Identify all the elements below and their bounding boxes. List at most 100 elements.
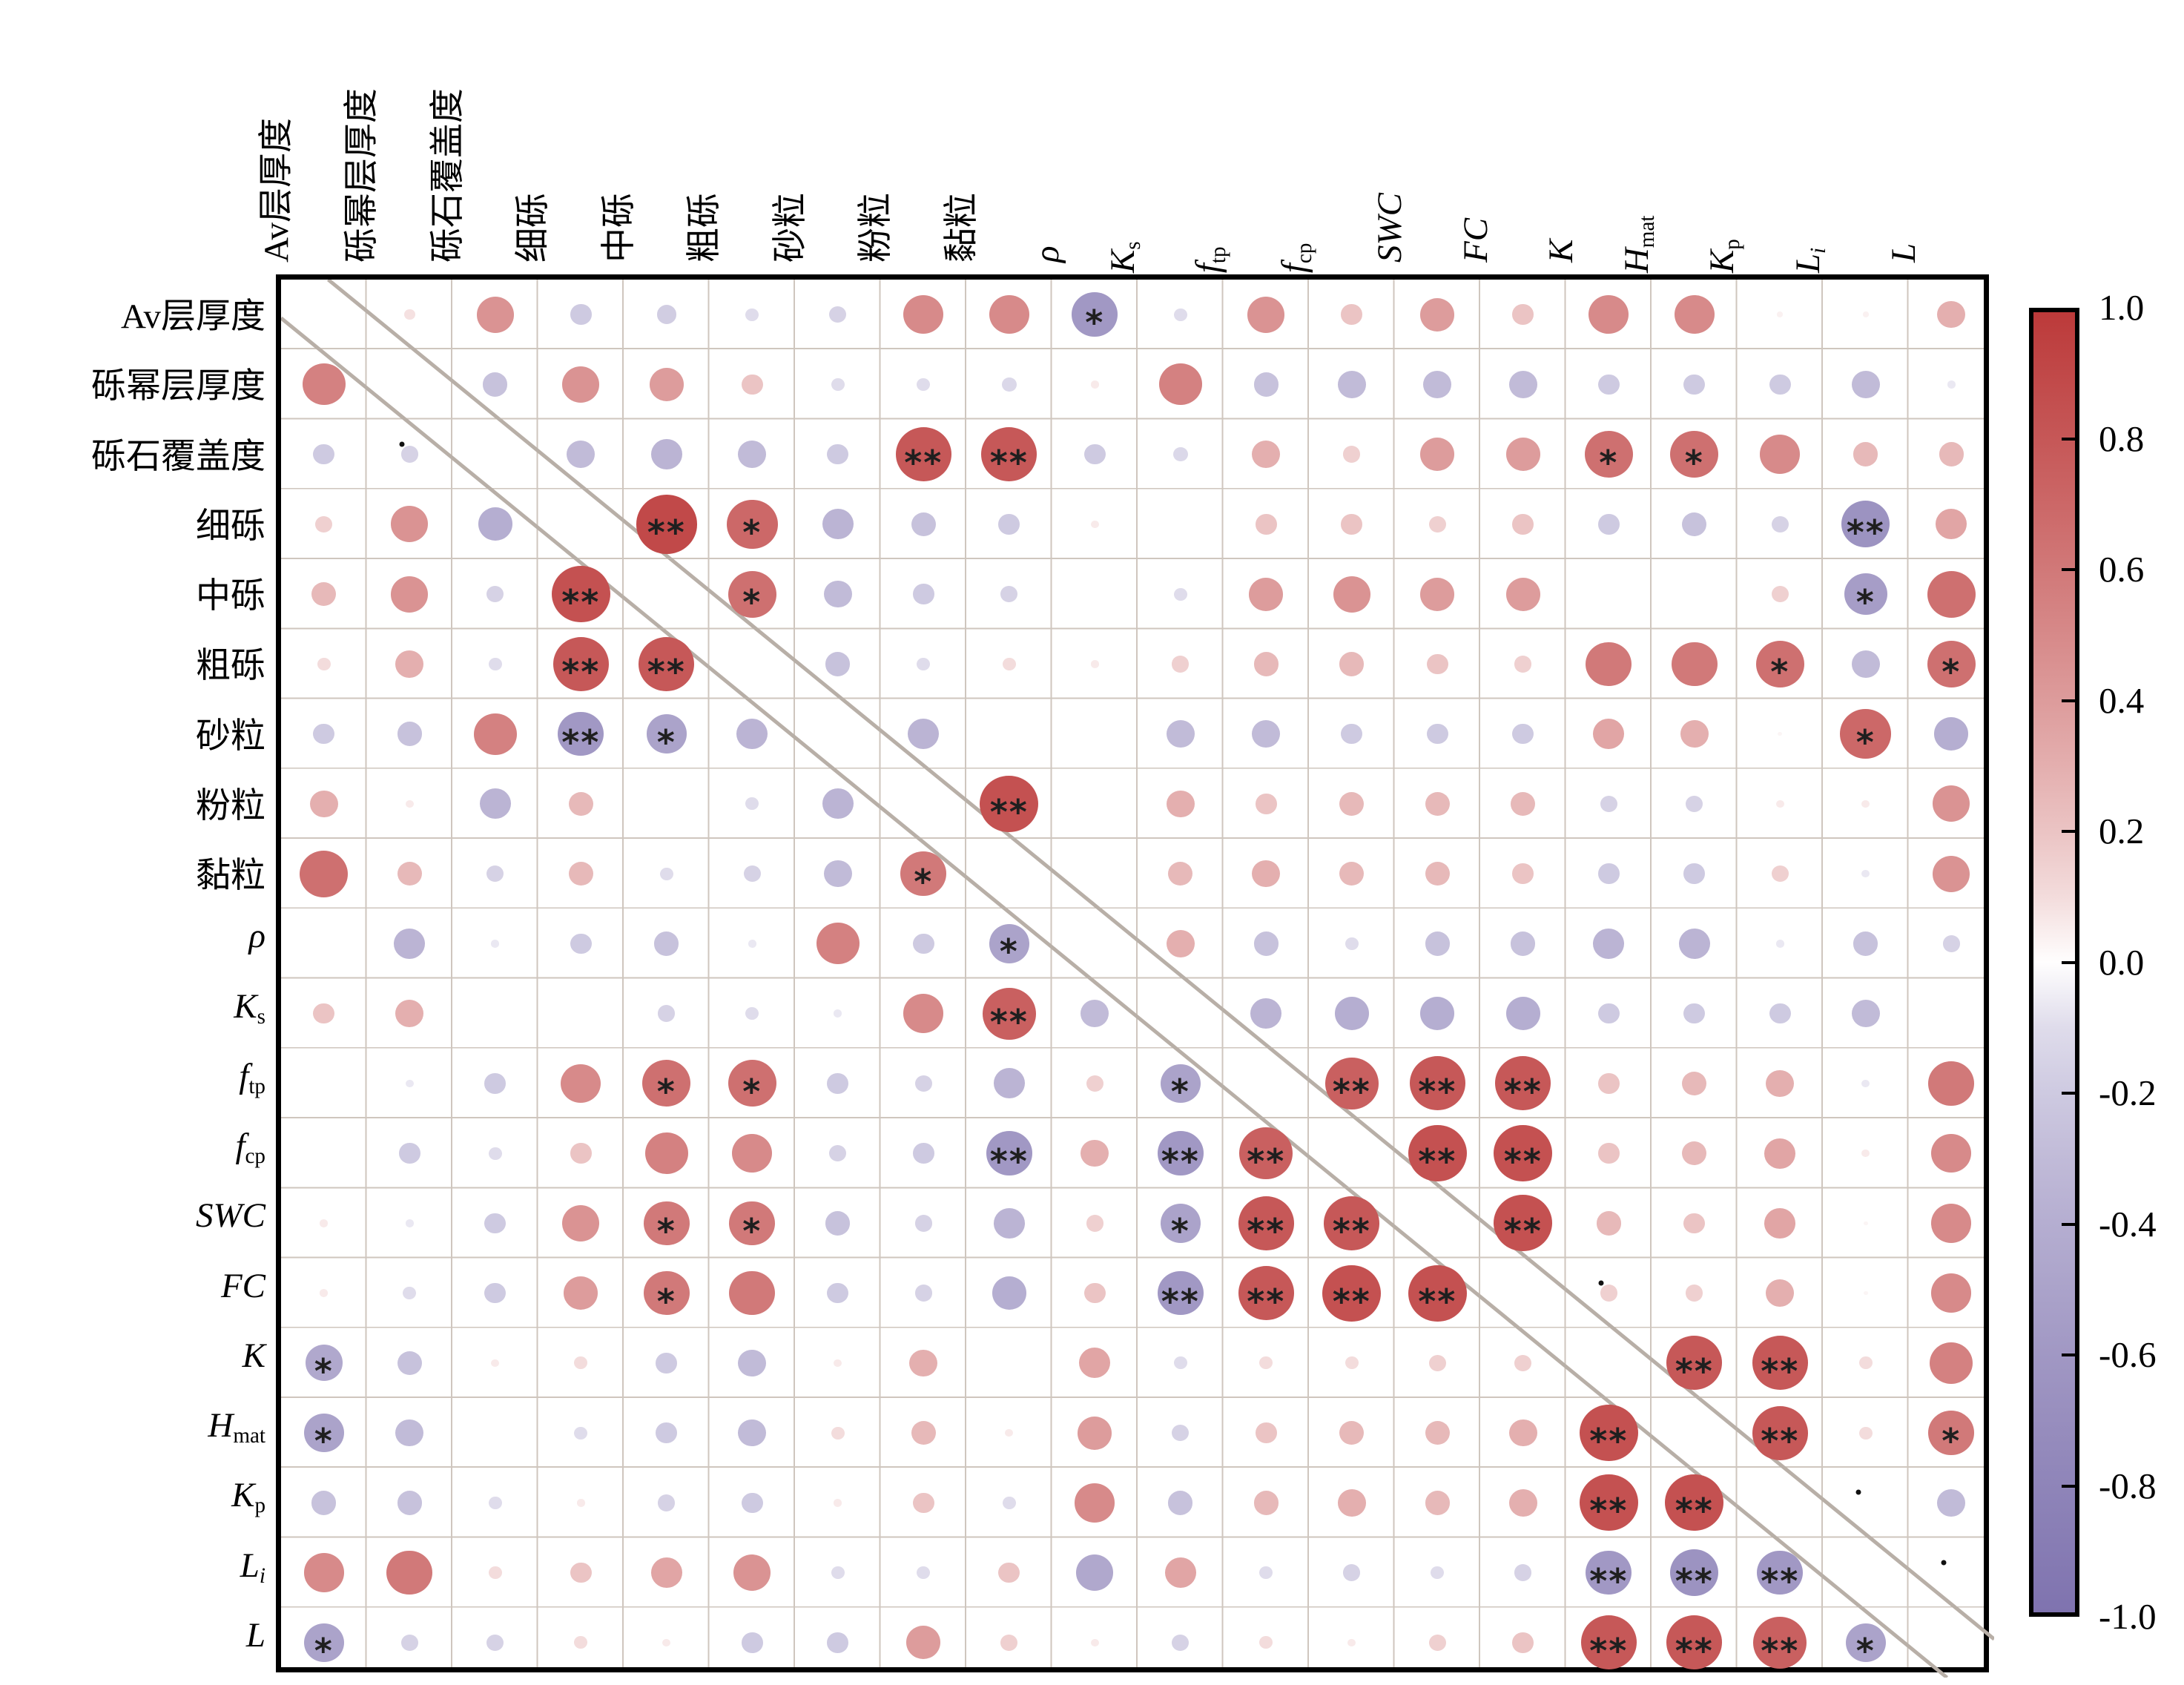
matrix-cell-circle [1337,371,1366,398]
matrix-cell-circle [1431,1566,1445,1580]
matrix-cell-circle [1090,380,1099,389]
matrix-cell-circle [745,308,759,321]
matrix-cell-circle [1426,723,1448,745]
matrix-cell-circle [825,652,851,676]
significance-stars: * [314,1420,334,1461]
significance-stars: * [1855,722,1875,762]
matrix-cell-circle [738,1419,767,1447]
matrix-cell-circle [305,1345,343,1382]
matrix-cell-circle [998,514,1020,535]
matrix-cell-circle [1579,1405,1638,1462]
variable-name: 砂粒 [771,193,810,263]
significance-stars: * [1170,1071,1190,1112]
variable-name: 砾石覆盖度 [428,88,467,263]
variable-name: ρ [248,917,265,956]
matrix-cell-circle [827,1073,848,1094]
column-label: 砾石覆盖度 [426,88,469,263]
matrix-cell-circle [313,723,334,745]
matrix-cell-circle [1753,1616,1807,1669]
matrix-cell-circle [1771,515,1789,533]
matrix-cell-circle [1508,1489,1537,1517]
matrix-cell-circle [912,1143,934,1164]
variable-name: SWC [196,1196,265,1236]
matrix-cell-circle [656,1422,677,1443]
significance-stars: ** [1418,1281,1457,1322]
column-label: FC [1454,218,1497,263]
matrix-cell-circle [1000,1634,1018,1652]
matrix-cell-circle [1420,297,1455,332]
significance-stars: ** [1589,1560,1629,1601]
variable-name: H [208,1406,234,1445]
variable-subscript: p [1721,239,1745,250]
variable-name: 砾幂层厚度 [343,88,382,263]
significance-stars: ** [1589,1420,1629,1461]
matrix-cell-circle [989,924,1029,963]
matrix-cell-circle [1238,1266,1294,1321]
matrix-cell-circle [1002,1496,1016,1509]
matrix-cell-circle [568,791,593,817]
significance-stars: ** [989,442,1029,483]
matrix-cell-circle [1512,723,1534,745]
colorbar-tick [2062,437,2079,441]
matrix-cell-circle [488,1566,502,1580]
matrix-cell-circle [1072,292,1118,337]
matrix-cell-circle [1252,441,1281,468]
matrix-cell-circle [1683,1213,1705,1234]
row-label: ftp [0,1056,265,1099]
row-label: L [0,1615,265,1655]
matrix-cell-circle [1255,794,1277,814]
matrix-cell-circle [1597,863,1620,884]
matrix-cell-circle [1678,928,1710,959]
matrix-cell-circle [1428,1354,1446,1372]
matrix-cell-circle [745,1007,759,1020]
variable-name: 中砾 [599,193,639,263]
matrix-cell-circle [1083,1282,1106,1304]
matrix-cell-circle [1090,520,1099,529]
variable-subscript: i [259,1563,265,1588]
matrix-cell-circle [726,499,778,550]
matrix-cell-circle [1505,997,1540,1031]
matrix-cell-circle [394,928,426,959]
matrix-cell-circle [1683,1003,1705,1024]
matrix-cell-circle [1512,863,1534,884]
matrix-cell-circle [562,366,600,403]
matrix-cell-circle [1076,1554,1114,1592]
matrix-cell-circle [980,775,1038,832]
matrix-cell-circle [728,570,776,618]
matrix-cell-circle [1931,1133,1972,1173]
variable-name: K [1103,249,1142,274]
matrix-cell-circle [1255,514,1277,535]
matrix-cell-circle [1769,1003,1791,1024]
matrix-cell-circle [561,1064,601,1104]
significance-stars: ** [1675,1491,1714,1531]
significance-stars: ** [1761,1351,1800,1391]
matrix-cell-circle [1600,1285,1617,1302]
row-label: 砾幂层厚度 [0,357,265,408]
matrix-cell-circle [1861,1149,1870,1158]
matrix-cell-circle [488,1147,502,1160]
matrix-cell-circle [1670,1549,1719,1597]
column-label: Ks [1101,241,1155,273]
column-label: 砂粒 [769,193,812,263]
matrix-cell-circle [1928,1061,1974,1106]
matrix-cell-circle [1168,1491,1193,1515]
colorbar-tick-label: 0.8 [2099,418,2145,459]
significance-stars: * [999,931,1019,972]
matrix-cell-circle [1423,371,1452,398]
matrix-cell-circle [570,1143,592,1164]
significance-stars: ** [647,512,686,553]
matrix-cell-circle [993,1207,1025,1239]
matrix-cell-circle [400,446,418,463]
variable-name: FC [220,1266,265,1305]
matrix-cell-circle [1514,1564,1532,1581]
matrix-cell-circle [302,363,346,406]
matrix-cell-circle [1079,1348,1111,1379]
matrix-cell-circle [738,441,767,468]
significance-stars: * [656,722,676,762]
column-label: fcp [1273,243,1326,274]
matrix-cell-circle [911,512,936,537]
variable-name: L [240,1546,260,1585]
matrix-cell-circle [1239,1127,1293,1179]
matrix-cell-circle [1322,1264,1381,1322]
matrix-cell-circle [1247,296,1285,333]
